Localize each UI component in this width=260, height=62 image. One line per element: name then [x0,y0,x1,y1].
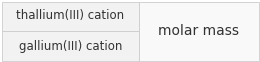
Text: molar mass: molar mass [158,24,239,38]
Text: gallium(III) cation: gallium(III) cation [19,40,122,53]
Bar [139,1,258,61]
Bar [2,1,139,31]
Bar [2,31,139,61]
Text: thallium(III) cation: thallium(III) cation [16,9,124,22]
